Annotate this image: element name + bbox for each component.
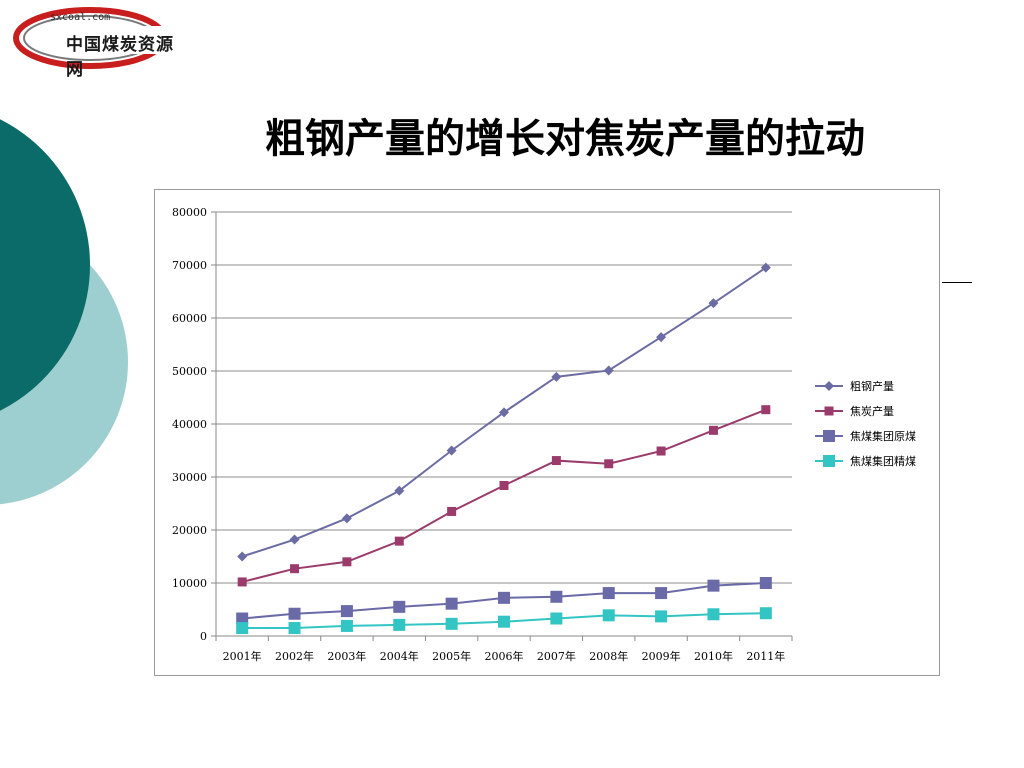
data-point <box>759 577 772 589</box>
logo-name: 中国煤炭资源网 <box>66 35 174 80</box>
y-tick-label: 80000 <box>172 206 207 219</box>
x-tick-label: 2001年 <box>223 649 262 663</box>
line-chart: 0 10000 20000 30000 40000 50000 60000 70000 8000… <box>172 206 916 663</box>
data-point <box>551 456 561 466</box>
series-lines <box>236 262 772 635</box>
data-point <box>760 262 771 273</box>
series-焦煤集团精煤 <box>236 607 772 635</box>
data-point <box>445 617 458 630</box>
data-point <box>708 298 719 309</box>
decorative-circles <box>0 119 128 505</box>
y-tick-label: 40000 <box>172 418 207 431</box>
data-point <box>761 405 771 415</box>
y-tick-label: 50000 <box>172 365 207 378</box>
data-point <box>340 619 353 632</box>
data-point <box>237 577 247 587</box>
dark-teal-circle <box>0 119 90 411</box>
series-焦炭产量 <box>237 405 771 587</box>
data-point <box>708 425 718 435</box>
data-point <box>289 534 300 545</box>
data-point <box>551 371 562 382</box>
data-point <box>656 332 667 343</box>
y-tick-label: 10000 <box>172 577 207 590</box>
data-point <box>550 612 563 625</box>
data-point <box>655 587 668 600</box>
logo-swoosh-icon <box>13 7 186 69</box>
data-point <box>498 591 510 604</box>
legend-item: 焦煤集团原煤 <box>815 429 916 443</box>
data-point <box>340 605 353 618</box>
page-title: 粗钢产量的增长对焦炭产量的拉动 <box>265 116 865 162</box>
data-point <box>655 610 668 623</box>
x-tick-label: 2006年 <box>485 649 524 663</box>
x-tick-label: 2004年 <box>380 649 419 663</box>
series-粗钢产量 <box>237 262 771 562</box>
y-tick-label: 60000 <box>172 312 207 325</box>
legend-item: 粗钢产量 <box>815 379 894 393</box>
x-tick-label: 2010年 <box>694 649 733 663</box>
divider <box>942 282 972 283</box>
axes: 0 10000 20000 30000 40000 50000 60000 70000 8000… <box>172 206 793 663</box>
data-point <box>759 607 772 620</box>
legend-item: 焦炭产量 <box>815 404 894 418</box>
series-line <box>241 408 767 583</box>
legend-item: 焦煤集团精煤 <box>815 454 916 468</box>
data-point <box>602 587 615 600</box>
data-point <box>823 455 835 467</box>
data-point <box>288 607 301 620</box>
data-point <box>290 564 300 574</box>
legend-label: 焦煤集团精煤 <box>850 454 916 468</box>
data-point <box>288 622 301 635</box>
legend-label: 粗钢产量 <box>850 379 894 393</box>
x-tick-label: 2007年 <box>537 649 576 663</box>
data-point <box>550 590 563 603</box>
data-point <box>604 459 614 469</box>
logo: sxcoal.com 中国煤炭资源网 <box>10 4 190 80</box>
grid-lines <box>216 211 792 637</box>
data-point <box>445 597 458 610</box>
data-point <box>393 600 406 613</box>
x-tick-label: 2005年 <box>432 649 471 663</box>
data-point <box>707 608 720 621</box>
data-point <box>602 609 615 622</box>
data-point <box>393 618 406 631</box>
x-tick-label: 2002年 <box>275 649 314 663</box>
x-tick-label: 2011年 <box>746 649 785 663</box>
data-point <box>656 446 666 456</box>
data-point <box>499 480 509 490</box>
data-point <box>394 485 405 496</box>
data-point <box>237 551 248 562</box>
legend-label: 焦炭产量 <box>850 404 894 418</box>
x-tick-label: 2003年 <box>327 649 366 663</box>
data-point <box>446 445 457 456</box>
y-tick-label: 70000 <box>172 259 207 272</box>
data-point <box>447 506 457 516</box>
data-point <box>824 381 834 391</box>
y-tick-label: 30000 <box>172 471 207 484</box>
data-point <box>342 557 352 567</box>
data-point <box>498 615 510 628</box>
data-point <box>341 513 352 524</box>
data-point <box>603 365 614 376</box>
legend-label: 焦煤集团原煤 <box>850 429 916 443</box>
data-point <box>707 579 720 592</box>
y-tick-label: 0 <box>200 630 207 643</box>
data-point <box>236 612 249 625</box>
data-point <box>823 430 835 442</box>
data-point <box>394 536 404 546</box>
logo-url: sxcoal.com <box>50 12 111 23</box>
series-焦煤集团原煤 <box>236 577 772 625</box>
x-tick-label: 2009年 <box>642 649 681 663</box>
data-point <box>236 622 249 635</box>
data-point <box>824 406 834 416</box>
x-tick-label: 2008年 <box>589 649 628 663</box>
chart-frame: 0 10000 20000 30000 40000 50000 60000 70000 8000… <box>154 189 940 676</box>
data-point <box>499 407 509 418</box>
y-tick-label: 20000 <box>172 524 207 537</box>
